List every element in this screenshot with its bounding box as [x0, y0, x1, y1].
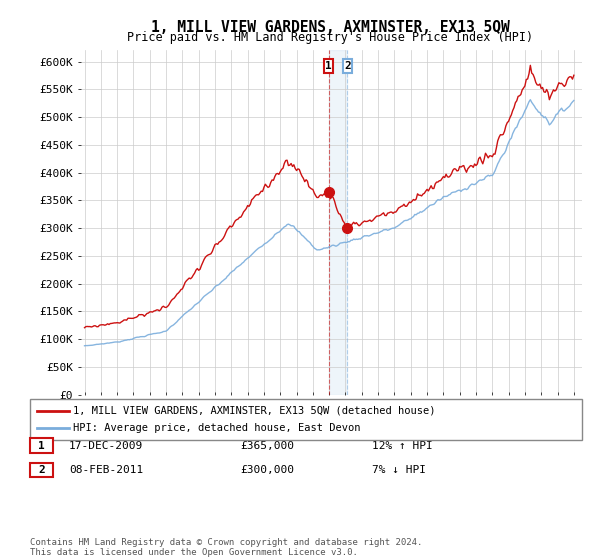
Text: 08-FEB-2011: 08-FEB-2011	[69, 465, 143, 475]
Text: 7% ↓ HPI: 7% ↓ HPI	[372, 465, 426, 475]
FancyBboxPatch shape	[343, 59, 352, 73]
Text: 17-DEC-2009: 17-DEC-2009	[69, 441, 143, 451]
Text: 1: 1	[325, 61, 332, 71]
Text: 1: 1	[38, 441, 45, 451]
Text: £300,000: £300,000	[240, 465, 294, 475]
Bar	[329, 50, 347, 395]
Text: 12% ↑ HPI: 12% ↑ HPI	[372, 441, 433, 451]
Text: 2: 2	[344, 61, 351, 71]
FancyBboxPatch shape	[324, 59, 333, 73]
Text: 2: 2	[38, 465, 45, 475]
Text: Contains HM Land Registry data © Crown copyright and database right 2024.
This d: Contains HM Land Registry data © Crown c…	[30, 538, 422, 557]
Text: 1, MILL VIEW GARDENS, AXMINSTER, EX13 5QW (detached house): 1, MILL VIEW GARDENS, AXMINSTER, EX13 5Q…	[73, 405, 436, 416]
Text: HPI: Average price, detached house, East Devon: HPI: Average price, detached house, East…	[73, 423, 361, 433]
Text: Price paid vs. HM Land Registry's House Price Index (HPI): Price paid vs. HM Land Registry's House …	[127, 31, 533, 44]
Text: £365,000: £365,000	[240, 441, 294, 451]
Text: 1, MILL VIEW GARDENS, AXMINSTER, EX13 5QW: 1, MILL VIEW GARDENS, AXMINSTER, EX13 5Q…	[151, 20, 509, 35]
